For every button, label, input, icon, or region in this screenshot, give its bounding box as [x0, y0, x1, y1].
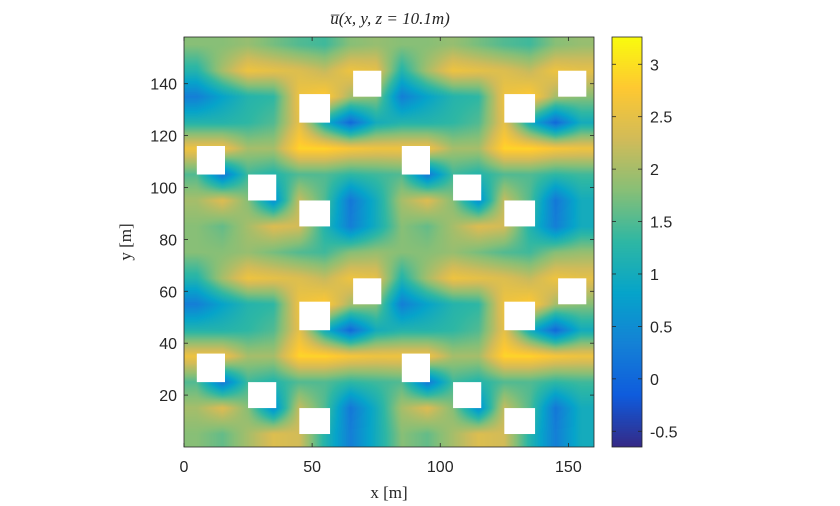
building [299, 301, 331, 331]
ticks: 0 50 100 150 20 40 60 80 100 120 140 -0.5 0 0.5 1 1.5 2 2… [150, 37, 678, 476]
building [504, 301, 536, 331]
colorbar-tick-label: 3 [650, 57, 659, 74]
y-tick-label: 140 [150, 77, 177, 94]
colorbar-frame [611, 36, 643, 448]
building [401, 145, 430, 175]
x-tick-label: 150 [555, 459, 582, 476]
buildings [196, 70, 587, 435]
colorbar-tick-label: 0.5 [650, 319, 672, 336]
y-tick-label: 80 [159, 232, 177, 249]
y-tick-label: 60 [159, 284, 177, 301]
building [504, 200, 536, 227]
x-tick-label: 100 [427, 459, 454, 476]
x-tick-label: 50 [303, 459, 321, 476]
y-tick-label: 20 [159, 388, 177, 405]
x-axis-label: x [m] [370, 483, 407, 502]
colorbar-tick-label: 1.5 [650, 215, 672, 232]
building [196, 145, 225, 175]
building [299, 200, 331, 227]
building [504, 94, 536, 123]
building [453, 174, 482, 201]
colorbar-gradient [612, 37, 642, 447]
y-tick-label: 100 [150, 181, 177, 198]
building [453, 382, 482, 409]
building [504, 408, 536, 435]
building [248, 382, 277, 409]
building [196, 353, 225, 383]
y-tick-label: 40 [159, 336, 177, 353]
colorbar-tick-label: 2.5 [650, 110, 672, 127]
plot-frame [183, 36, 595, 448]
building [299, 94, 331, 123]
x-tick-label: 0 [180, 459, 189, 476]
building [558, 278, 587, 305]
colorbar-tick-label: -0.5 [650, 424, 678, 441]
chart-title: u̅(x, y, z = 10.1m) [330, 9, 450, 28]
y-axis-label: y [m] [116, 223, 135, 260]
building [401, 353, 430, 383]
building [353, 70, 382, 97]
building [558, 70, 587, 97]
colorbar-tick-label: 1 [650, 267, 659, 284]
building [248, 174, 277, 201]
y-tick-label: 120 [150, 129, 177, 146]
colorbar-tick-label: 0 [650, 372, 659, 389]
building [353, 278, 382, 305]
colorbar-tick-label: 2 [650, 162, 659, 179]
building [299, 408, 331, 435]
